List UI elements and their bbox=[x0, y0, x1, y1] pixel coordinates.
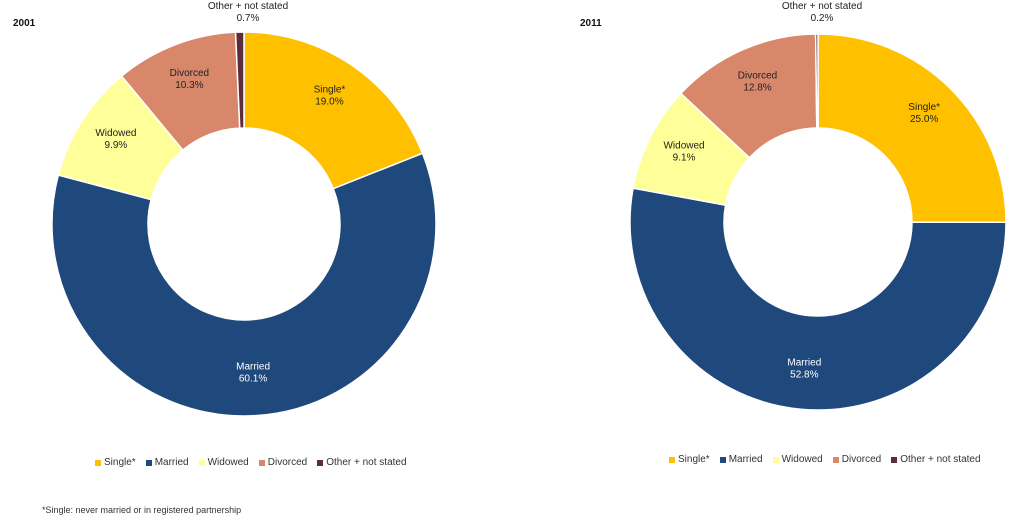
legend-label: Other + not stated bbox=[326, 457, 407, 468]
legend-item-divorced: Divorced bbox=[832, 454, 882, 465]
footnote: *Single: never married or in registered … bbox=[42, 505, 242, 515]
legend-item-married: Married bbox=[719, 454, 763, 465]
slice-value-single: 25.0% bbox=[910, 114, 938, 125]
slice-label-other-not-stated: Other + not stated bbox=[782, 1, 862, 12]
legend-item-divorced: Divorced bbox=[258, 457, 308, 468]
legend-item-widowed: Widowed bbox=[198, 457, 249, 468]
slice-single bbox=[243, 31, 424, 190]
legend-swatch bbox=[891, 456, 898, 463]
slice-married bbox=[629, 187, 1007, 411]
slice-label-single: Single* bbox=[314, 84, 346, 95]
slice-label-single: Single* bbox=[908, 102, 940, 113]
slice-value-widowed: 9.9% bbox=[105, 140, 128, 151]
chart-title-2011: 2011 bbox=[580, 18, 602, 29]
legend-label: Other + not stated bbox=[900, 454, 981, 465]
legend-label: Married bbox=[154, 457, 189, 468]
legend-2011: Single* Married Widowed Divorced Other + not… bbox=[669, 454, 981, 465]
legend-item-widowed: Widowed bbox=[772, 454, 823, 465]
legend-item-single: Single* bbox=[95, 457, 136, 468]
slice-label-divorced: Divorced bbox=[170, 68, 209, 79]
legend-label: Divorced bbox=[267, 457, 308, 468]
chart-title-2001: 2001 bbox=[13, 18, 36, 29]
legend-label: Divorced bbox=[841, 454, 882, 465]
legend-swatch bbox=[719, 456, 726, 463]
slice-value-married: 52.8% bbox=[790, 369, 818, 380]
legend-2001: Single* Married Widowed Divorced Other + not… bbox=[95, 457, 407, 468]
legend-swatch bbox=[258, 459, 265, 466]
legend-item-other-not-stated: Other + not stated bbox=[891, 454, 981, 465]
legend-swatch bbox=[772, 456, 779, 463]
legend-label: Married bbox=[728, 454, 763, 465]
legend-swatch bbox=[669, 456, 675, 463]
slice-value-divorced: 10.3% bbox=[175, 80, 203, 91]
slice-value-divorced: 12.8% bbox=[743, 83, 771, 94]
legend-item-single: Single* bbox=[669, 454, 710, 465]
slice-value-single: 19.0% bbox=[315, 96, 343, 107]
legend-label: Widowed bbox=[781, 454, 823, 465]
slice-label-married: Married bbox=[787, 357, 821, 368]
legend-item-married: Married bbox=[145, 457, 189, 468]
slice-label-widowed: Widowed bbox=[95, 128, 136, 139]
slice-other-not-stated bbox=[814, 33, 819, 129]
slice-label-other-not-stated: Other + not stated bbox=[208, 1, 288, 12]
legend-swatch bbox=[317, 459, 324, 466]
legend-item-other-not-stated: Other + not stated bbox=[317, 457, 407, 468]
legend-swatch bbox=[198, 459, 205, 466]
legend-swatch bbox=[145, 459, 152, 466]
slice-label-divorced: Divorced bbox=[738, 71, 777, 82]
slice-married bbox=[51, 152, 437, 417]
slice-other-not-stated bbox=[234, 31, 245, 129]
slice-single bbox=[817, 33, 1007, 224]
slice-label-widowed: Widowed bbox=[663, 140, 704, 151]
legend-swatch bbox=[832, 456, 839, 463]
slice-value-other-not-stated: 0.2% bbox=[811, 13, 834, 24]
legend-label: Single* bbox=[104, 457, 136, 468]
slice-value-married: 60.1% bbox=[239, 374, 267, 385]
slice-value-widowed: 9.1% bbox=[673, 152, 696, 163]
legend-swatch bbox=[95, 459, 101, 466]
slice-label-married: Married bbox=[236, 362, 270, 373]
legend-label: Single* bbox=[678, 454, 710, 465]
legend-label: Widowed bbox=[207, 457, 249, 468]
slice-value-other-not-stated: 0.7% bbox=[237, 13, 260, 24]
